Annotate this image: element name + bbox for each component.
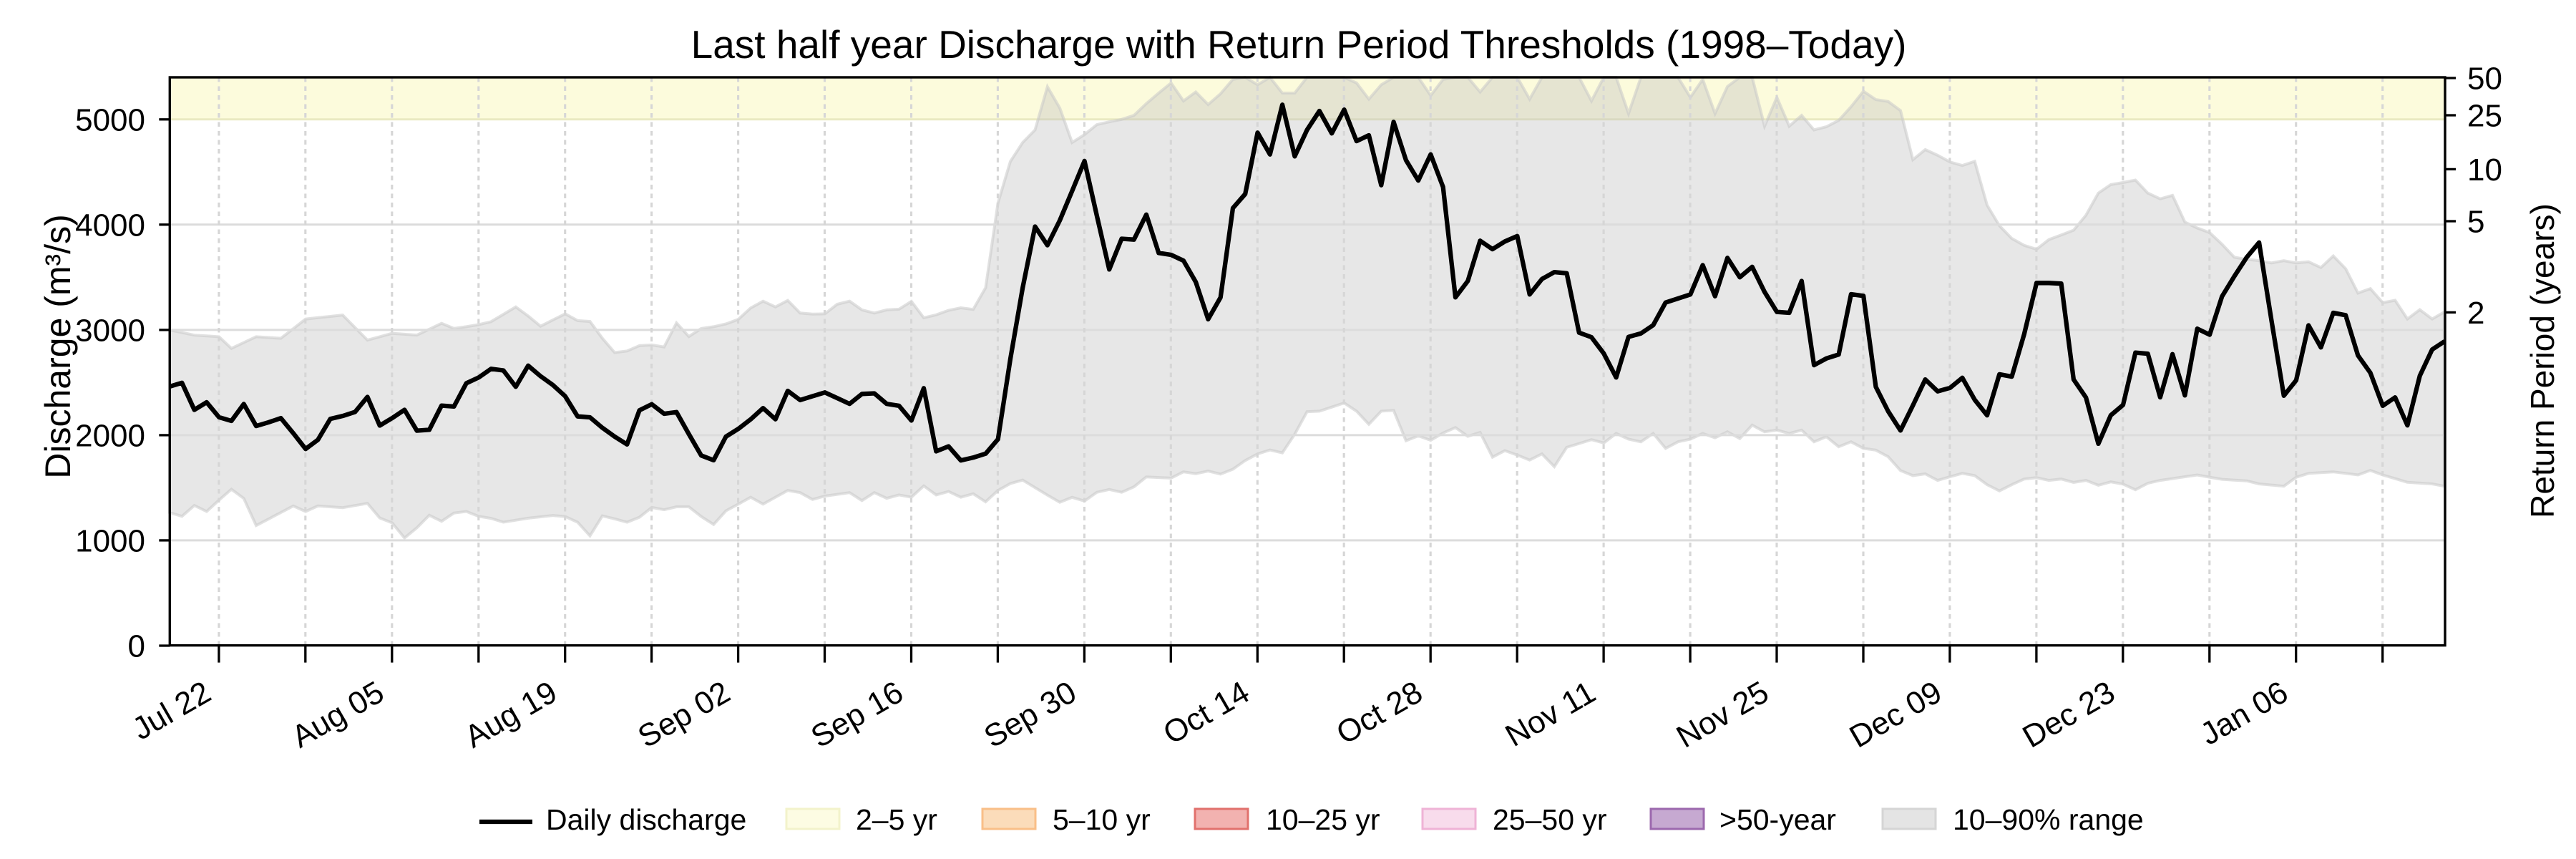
svg-text:Return Period (years): Return Period (years) [2524, 203, 2561, 518]
svg-text:5: 5 [2467, 205, 2484, 240]
svg-text:Last half year Discharge with: Last half year Discharge with Return Per… [691, 22, 1907, 67]
svg-text:1000: 1000 [75, 523, 145, 558]
svg-text:10–90% range: 10–90% range [1953, 803, 2144, 836]
svg-text:10: 10 [2467, 152, 2502, 188]
svg-text:2: 2 [2467, 296, 2484, 331]
svg-text:5–10 yr: 5–10 yr [1053, 803, 1151, 836]
svg-text:2–5 yr: 2–5 yr [856, 803, 937, 836]
svg-text:25: 25 [2467, 99, 2502, 134]
svg-text:Discharge (m³/s): Discharge (m³/s) [38, 214, 78, 478]
svg-text:50: 50 [2467, 62, 2502, 97]
svg-text:0: 0 [128, 629, 145, 664]
svg-text:3000: 3000 [75, 313, 145, 348]
svg-text:4000: 4000 [75, 208, 145, 243]
svg-text:10–25 yr: 10–25 yr [1266, 803, 1380, 836]
svg-text:Daily discharge: Daily discharge [546, 803, 746, 836]
svg-text:5000: 5000 [75, 102, 145, 137]
svg-text:25–50 yr: 25–50 yr [1493, 803, 1607, 836]
svg-text:2000: 2000 [75, 418, 145, 453]
svg-text:>50-year: >50-year [1719, 803, 1836, 836]
